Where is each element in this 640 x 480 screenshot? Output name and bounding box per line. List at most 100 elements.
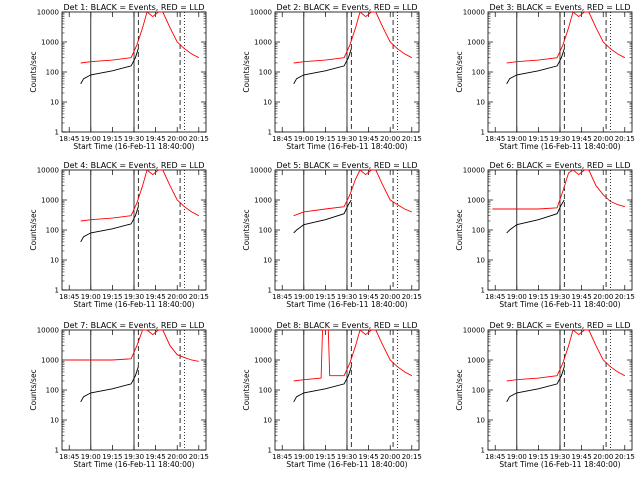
x-tick-label: 20:15 — [402, 135, 422, 143]
panel-title: Det 9: BLACK = Events, RED = LLD — [490, 321, 631, 330]
y-tick-label: 100 — [472, 69, 485, 77]
y-tick-label: 10000 — [463, 327, 485, 335]
x-tick-label: 20:00 — [380, 135, 400, 143]
x-axis-label: Start Time (16-Feb-11 18:40:00) — [73, 460, 194, 469]
y-tick-label: 10000 — [250, 9, 272, 17]
y-tick-label: 1000 — [467, 39, 485, 47]
x-tick-label: 19:15 — [528, 293, 548, 301]
x-tick-label: 19:45 — [572, 293, 592, 301]
y-tick-label: 1 — [55, 447, 59, 455]
y-tick-label: 10000 — [37, 327, 59, 335]
events-series-line — [506, 199, 565, 234]
detector-panel-6: Det 6: BLACK = Events, RED = LLD 1 10 100 10… — [455, 161, 635, 309]
detector-panel-3: Det 3: BLACK = Events, RED = LLD 1 10 100 10… — [455, 3, 635, 151]
panel-title: Det 7: BLACK = Events, RED = LLD — [64, 321, 205, 330]
x-tick-label: 18:45 — [59, 293, 79, 301]
x-axis-label: Start Time (16-Feb-11 18:40:00) — [499, 300, 620, 309]
x-tick-label: 19:00 — [294, 453, 314, 461]
x-tick-label: 20:00 — [167, 453, 187, 461]
y-axis-label: Counts/sec — [455, 51, 464, 92]
lld-series-line — [506, 11, 626, 64]
x-tick-label: 19:00 — [507, 135, 527, 143]
y-tick-label: 100 — [472, 387, 485, 395]
x-tick-label: 18:45 — [272, 293, 292, 301]
x-tick-label: 19:15 — [528, 135, 548, 143]
x-tick-label: 19:30 — [124, 293, 144, 301]
x-tick-label: 19:15 — [102, 293, 122, 301]
y-tick-label: 100 — [46, 387, 59, 395]
y-tick-label: 100 — [259, 69, 272, 77]
x-axis-label: Start Time (16-Feb-11 18:40:00) — [499, 460, 620, 469]
y-tick-label: 1000 — [467, 357, 485, 365]
x-tick-label: 19:45 — [146, 453, 166, 461]
y-tick-label: 1000 — [254, 39, 272, 47]
x-tick-label: 19:45 — [359, 135, 379, 143]
x-axis-label: Start Time (16-Feb-11 18:40:00) — [499, 142, 620, 151]
x-tick-label: 20:15 — [615, 135, 635, 143]
y-tick-label: 100 — [259, 227, 272, 235]
x-tick-label: 19:30 — [550, 453, 570, 461]
x-axis-label: Start Time (16-Feb-11 18:40:00) — [286, 300, 407, 309]
x-tick-label: 20:00 — [380, 453, 400, 461]
x-tick-label: 20:00 — [167, 293, 187, 301]
y-tick-label: 10 — [50, 99, 59, 107]
x-tick-label: 19:15 — [315, 453, 335, 461]
y-tick-label: 1000 — [254, 197, 272, 205]
x-tick-label: 18:45 — [485, 453, 505, 461]
detector-panel-5: Det 5: BLACK = Events, RED = LLD 1 10 100 10… — [242, 161, 422, 309]
y-axis-label: Counts/sec — [29, 209, 38, 250]
x-tick-label: 20:15 — [402, 293, 422, 301]
x-axis-label: Start Time (16-Feb-11 18:40:00) — [286, 460, 407, 469]
y-tick-label: 1000 — [41, 39, 59, 47]
y-tick-label: 10000 — [37, 9, 59, 17]
y-tick-label: 1 — [268, 287, 272, 295]
events-series-line — [293, 48, 352, 85]
y-axis-label: Counts/sec — [29, 51, 38, 92]
x-tick-label: 19:00 — [507, 293, 527, 301]
lld-series-line — [293, 11, 413, 64]
x-tick-label: 19:30 — [124, 135, 144, 143]
x-tick-label: 20:00 — [593, 293, 613, 301]
x-tick-label: 20:15 — [402, 453, 422, 461]
y-tick-label: 1 — [55, 287, 59, 295]
x-tick-label: 20:15 — [189, 135, 209, 143]
x-tick-label: 20:00 — [167, 135, 187, 143]
x-tick-label: 19:45 — [359, 293, 379, 301]
lld-series-line — [293, 329, 413, 382]
y-tick-label: 1 — [481, 287, 485, 295]
y-tick-label: 10 — [50, 417, 59, 425]
x-tick-label: 18:45 — [485, 293, 505, 301]
y-tick-label: 100 — [46, 227, 59, 235]
x-tick-label: 19:30 — [337, 135, 357, 143]
x-tick-label: 19:45 — [359, 453, 379, 461]
events-series-line — [80, 206, 139, 243]
panel-title: Det 1: BLACK = Events, RED = LLD — [64, 3, 205, 12]
x-tick-label: 19:15 — [102, 135, 122, 143]
panel-title: Det 5: BLACK = Events, RED = LLD — [277, 161, 418, 170]
events-series-line — [506, 48, 565, 85]
y-axis-label: Counts/sec — [455, 209, 464, 250]
lld-series-line — [506, 329, 626, 382]
x-tick-label: 19:30 — [550, 135, 570, 143]
y-tick-label: 10 — [263, 99, 272, 107]
x-axis-label: Start Time (16-Feb-11 18:40:00) — [73, 142, 194, 151]
x-tick-label: 19:00 — [81, 135, 101, 143]
y-tick-label: 1 — [55, 129, 59, 137]
y-axis-label: Counts/sec — [242, 51, 251, 92]
x-tick-label: 18:45 — [272, 135, 292, 143]
y-axis-label: Counts/sec — [455, 369, 464, 410]
detector-panel-9: Det 9: BLACK = Events, RED = LLD 1 10 100 10… — [455, 321, 635, 469]
panel-title: Det 3: BLACK = Events, RED = LLD — [490, 3, 631, 12]
y-tick-label: 10 — [476, 99, 485, 107]
detector-panel-4: Det 4: BLACK = Events, RED = LLD 1 10 100 10… — [29, 161, 209, 309]
events-series-line — [506, 366, 565, 403]
x-tick-label: 19:00 — [81, 293, 101, 301]
y-tick-label: 10000 — [463, 9, 485, 17]
y-tick-label: 1 — [481, 129, 485, 137]
x-tick-label: 20:15 — [189, 453, 209, 461]
y-tick-label: 100 — [46, 69, 59, 77]
x-tick-label: 18:45 — [272, 453, 292, 461]
y-tick-label: 1000 — [41, 357, 59, 365]
y-tick-label: 10 — [476, 257, 485, 265]
